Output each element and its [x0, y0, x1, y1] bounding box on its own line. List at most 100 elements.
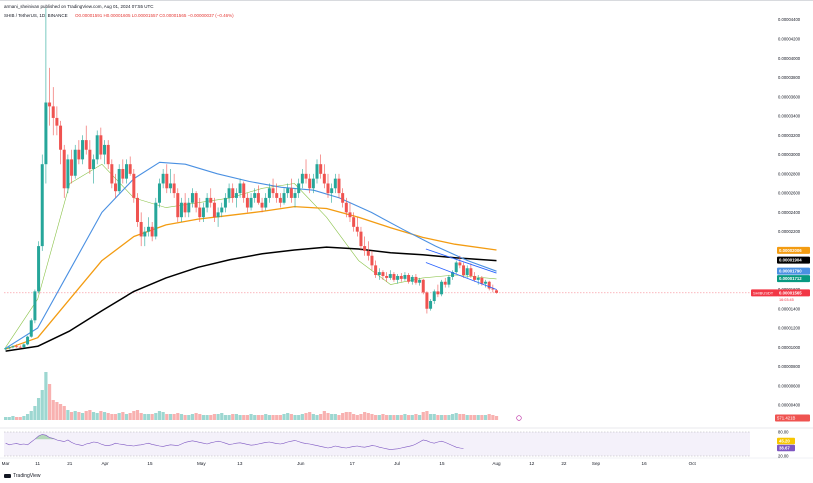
rsi-axis: 80.00 20.00 45.20 38.67 [777, 430, 795, 459]
volume-bar [14, 417, 19, 420]
candle-body [341, 193, 345, 203]
volume-bar [425, 411, 429, 420]
price-tick-label: 0.00004200 [778, 37, 801, 42]
candle-body [425, 292, 429, 309]
volume-bar [326, 413, 330, 420]
candle-body [436, 291, 440, 295]
candle-body [15, 346, 19, 348]
candle [135, 193, 139, 227]
price-tick-label: 0.00003200 [778, 133, 801, 138]
volume-bar [454, 413, 458, 420]
candle-body [205, 197, 209, 208]
candle-body [190, 193, 194, 203]
candle-body [48, 102, 52, 107]
price-label: 0.00001904 [777, 256, 810, 264]
candle-body [278, 197, 282, 203]
candle-body [333, 178, 337, 189]
time-tick-label: Apr [101, 461, 109, 466]
volume-tag-text: 571.421B [777, 416, 796, 421]
candle [388, 270, 392, 280]
candle-body [176, 193, 180, 218]
symbol-label: SHIB / TetherUS, 1D, BINANCE [4, 13, 68, 18]
volume-bar [22, 416, 26, 420]
price-tick-label: 0.00002800 [778, 171, 801, 176]
volume-bar [88, 410, 92, 420]
volume-bar [352, 414, 356, 420]
candle [73, 144, 77, 179]
candle [62, 144, 66, 198]
price-label-box [777, 275, 810, 283]
time-tick-label: Jul [394, 461, 400, 466]
volume-bar [80, 413, 85, 420]
volume-bar [461, 414, 466, 420]
ma-green-line [5, 163, 497, 348]
candle [99, 127, 103, 160]
candle [377, 268, 381, 280]
candle [341, 188, 345, 208]
rsi-value-label: 38.67 [779, 446, 790, 451]
candle-body [256, 193, 260, 203]
volume-bar [330, 414, 334, 420]
candle [392, 272, 396, 282]
volume-bar [4, 417, 8, 420]
candle [234, 188, 238, 208]
candle-body [275, 193, 279, 198]
time-tick-label: Aug [492, 461, 501, 466]
candle-body [410, 276, 414, 282]
candle [92, 154, 96, 184]
tradingview-brand[interactable]: TradingView [4, 473, 41, 479]
candle [267, 183, 271, 203]
candle-body [22, 344, 26, 348]
volume-bar [399, 415, 403, 420]
price-tick-label: 0.00001000 [778, 345, 801, 350]
candle-body [476, 277, 480, 280]
price-label: SHIBUSDT 16:03:45 0.00001565 [751, 289, 810, 302]
price-label: 0.00002006 [777, 246, 810, 254]
volume-bar [216, 414, 220, 420]
volume-bar [359, 414, 363, 420]
volume-bar [154, 413, 158, 420]
rsi-value-label: 45.20 [779, 439, 790, 444]
candle [95, 130, 99, 165]
candle-body [282, 193, 286, 203]
candle-body [183, 202, 187, 213]
volume-bar [297, 415, 301, 420]
candle [26, 335, 30, 346]
candle [432, 289, 436, 304]
volume-bar [249, 414, 253, 420]
volume-bar [319, 414, 323, 420]
volume-bar [69, 412, 74, 420]
volume-tag: 571.421B [775, 414, 810, 422]
volume-bar [7, 417, 11, 420]
candle-body [337, 178, 341, 194]
candle [168, 169, 172, 194]
candle [286, 183, 290, 198]
candle [297, 178, 301, 198]
candle-body [220, 207, 224, 213]
candle-body [286, 188, 290, 194]
candle [201, 202, 205, 223]
volume-bar [47, 384, 52, 420]
candle-body [480, 277, 484, 284]
candle [150, 222, 154, 242]
candle [278, 193, 282, 208]
candle-body [249, 197, 253, 208]
tradingview-logo-icon [4, 474, 11, 478]
volume-bar [66, 410, 70, 420]
candle [495, 288, 499, 294]
price-tick-label: 0.00002200 [778, 229, 801, 234]
candle-body [198, 207, 202, 218]
candle [77, 140, 81, 165]
volume-bar [396, 415, 400, 420]
candle-body [81, 140, 85, 160]
candle [414, 274, 418, 285]
time-tick-label: May [197, 461, 206, 466]
candle [403, 272, 407, 281]
price-label-text: 0.00001712 [779, 276, 802, 281]
volume-bar [366, 413, 370, 420]
time-tick-label: Oct [689, 461, 697, 466]
candle-body [132, 173, 136, 198]
candle [271, 178, 275, 198]
candle [187, 197, 191, 218]
